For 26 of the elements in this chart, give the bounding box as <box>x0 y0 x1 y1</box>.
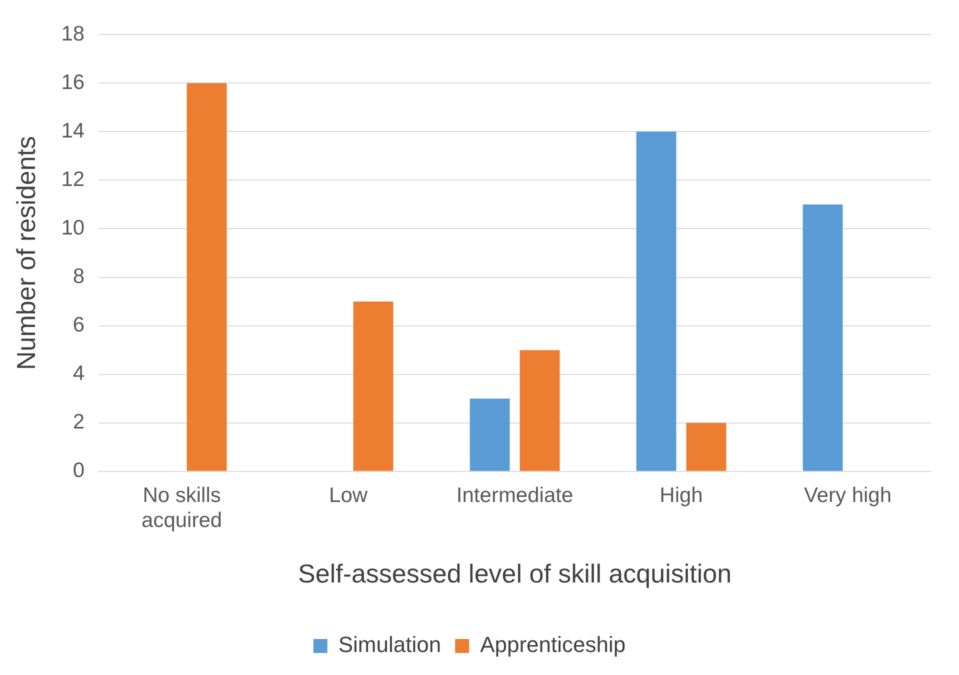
bar <box>186 83 227 471</box>
x-tick-label: Very high <box>804 484 892 507</box>
bar <box>520 350 560 471</box>
legend-label: Apprenticeship <box>480 632 626 658</box>
bar <box>636 132 676 471</box>
y-tick-label: 12 <box>61 168 85 191</box>
y-tick-label: 2 <box>72 410 85 434</box>
y-tick-label: 10 <box>61 216 85 240</box>
y-tick-label: 18 <box>61 22 85 46</box>
bar <box>470 398 510 471</box>
y-tick-label: 0 <box>72 459 85 482</box>
bar <box>686 422 726 471</box>
y-axis-title: Number of residents <box>10 136 41 370</box>
x-axis-title: Self-assessed level of skill acquisition <box>298 558 732 589</box>
y-tick-label: 14 <box>61 119 85 142</box>
legend-label: Simulation <box>338 632 442 658</box>
bar <box>802 204 843 471</box>
y-tick-label: 8 <box>72 265 85 288</box>
x-tick-label: High <box>660 484 703 507</box>
y-tick-label: 16 <box>61 70 85 94</box>
y-tick-label: 4 <box>72 362 85 386</box>
x-tick-label: Low <box>329 484 368 507</box>
y-tick-label: 6 <box>72 314 85 337</box>
x-tick-label: No skills acquired <box>142 484 222 532</box>
x-tick-label: Intermediate <box>456 484 574 507</box>
bar <box>353 302 394 471</box>
